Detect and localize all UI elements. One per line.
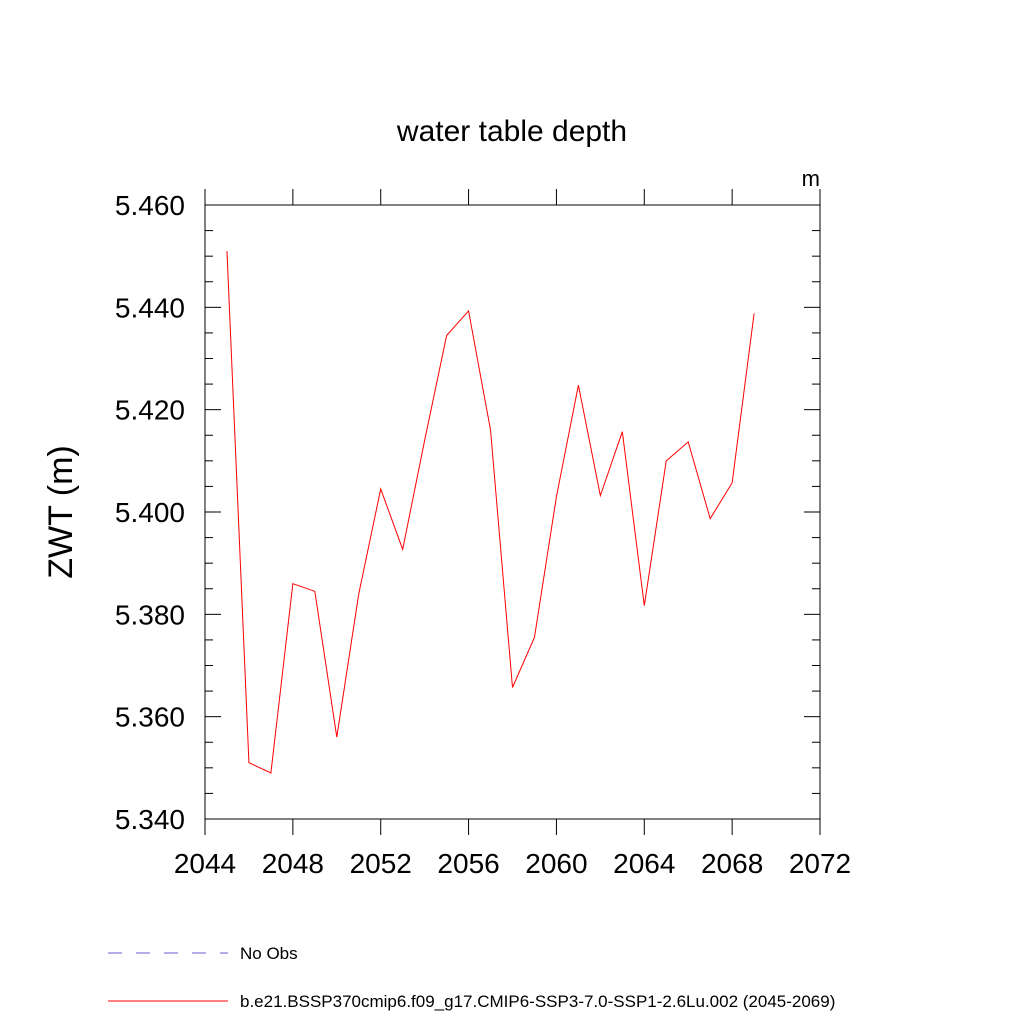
chart-title: water table depth <box>396 115 627 148</box>
x-tick-label: 2052 <box>350 848 412 879</box>
x-tick-label: 2056 <box>437 848 499 879</box>
legend-label-series: b.e21.BSSP370cmip6.f09_g17.CMIP6-SSP3-7.… <box>240 992 835 1011</box>
x-tick-label: 2068 <box>701 848 763 879</box>
x-tick-label: 2060 <box>525 848 587 879</box>
x-ticks: 2044 2048 2052 2056 2060 2064 2068 2072 <box>174 189 851 879</box>
y-tick-label: 5.380 <box>115 599 185 630</box>
series-layer <box>226 251 755 774</box>
y-tick-label: 5.340 <box>115 804 185 835</box>
y-axis-label: ZWT (m) <box>42 445 80 578</box>
plot-frame <box>204 204 821 820</box>
y-tick-label: 5.420 <box>115 395 185 426</box>
units-label: m <box>802 166 820 191</box>
series-line-0 <box>226 251 755 774</box>
x-tick-label: 2048 <box>262 848 324 879</box>
y-tick-label: 5.440 <box>115 292 185 323</box>
legend: No Obs b.e21.BSSP370cmip6.f09_g17.CMIP6-… <box>108 944 835 1011</box>
y-tick-label: 5.460 <box>115 190 185 221</box>
y-tick-label: 5.400 <box>115 497 185 528</box>
x-tick-label: 2072 <box>789 848 851 879</box>
x-tick-label: 2064 <box>613 848 675 879</box>
y-tick-label: 5.360 <box>115 702 185 733</box>
y-ticks: 5.340 5.360 5.380 5.400 5.420 5.440 5.460 <box>115 190 820 835</box>
x-tick-label: 2044 <box>174 848 236 879</box>
legend-label-no-obs: No Obs <box>240 944 298 963</box>
